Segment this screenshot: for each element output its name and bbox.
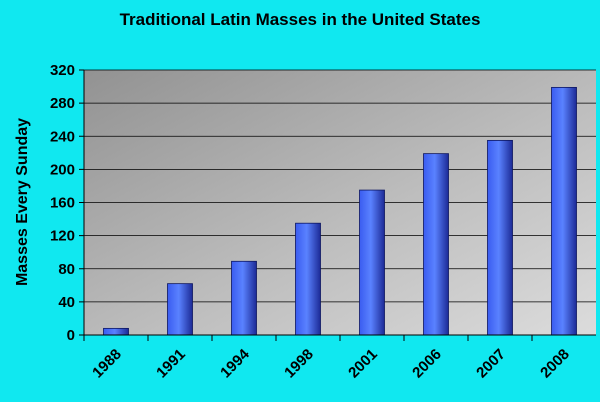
bar: [359, 189, 385, 336]
x-tick-labels: 1988 1991 1994 1998 2001 2006 2007 2008: [83, 335, 573, 382]
chart-title: Traditional Latin Masses in the United S…: [120, 10, 481, 29]
y-tick-label: 80: [58, 261, 75, 278]
x-tick-label: 2001: [345, 346, 381, 382]
bar: [295, 222, 321, 336]
bars: [103, 86, 577, 336]
bar: [423, 153, 449, 336]
bar: [167, 283, 193, 336]
x-tick-label: 2008: [537, 346, 573, 382]
y-tick-label: 200: [50, 161, 75, 178]
y-tick-labels: 0 40 80 120 160 200 240 280 320: [50, 62, 84, 344]
bar: [231, 260, 257, 336]
x-tick-label: 1988: [89, 346, 125, 382]
x-tick-label: 1998: [281, 346, 317, 382]
y-tick-label: 0: [67, 327, 75, 344]
x-tick-label: 1991: [153, 346, 189, 382]
y-tick-label: 160: [50, 195, 75, 212]
x-tick-label: 1994: [217, 345, 253, 381]
x-tick-label: 2007: [473, 346, 509, 382]
x-tick-label: 2006: [409, 346, 445, 382]
y-tick-label: 240: [50, 128, 75, 145]
bar: [487, 139, 513, 336]
y-axis-label: Masses Every Sunday: [14, 118, 31, 286]
y-tick-label: 40: [58, 294, 75, 311]
bar: [103, 327, 129, 336]
y-tick-label: 280: [50, 95, 75, 112]
y-tick-label: 320: [50, 62, 75, 79]
y-tick-label: 120: [50, 228, 75, 245]
bar: [551, 86, 577, 336]
